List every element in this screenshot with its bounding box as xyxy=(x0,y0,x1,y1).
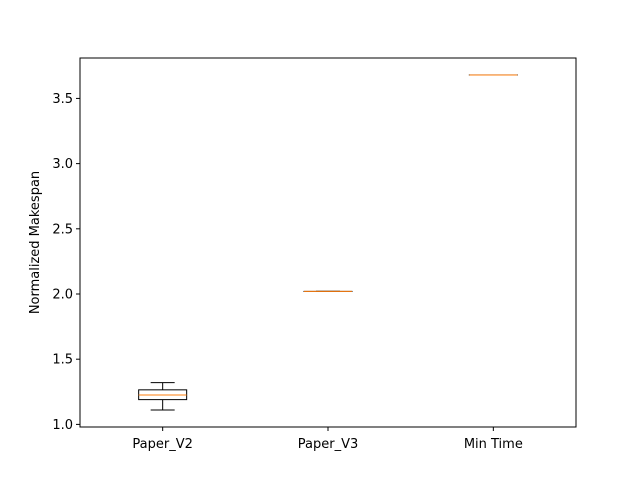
boxes-layer xyxy=(138,74,518,411)
x-tick-label: Paper_V3 xyxy=(298,437,358,452)
y-tick-label: 3.5 xyxy=(52,92,73,107)
x-tick-label: Min Time xyxy=(464,437,523,452)
y-tick-label: 1.0 xyxy=(52,418,73,433)
y-tick-label: 2.0 xyxy=(52,288,73,303)
y-axis-label: Normalized Makespan xyxy=(28,171,43,314)
box-paper-v2 xyxy=(138,382,188,411)
y-tick-label: 2.5 xyxy=(52,222,73,237)
y-axis: 1.0 1.5 2.0 2.5 3.0 3.5 xyxy=(52,92,80,433)
y-tick-label: 3.0 xyxy=(52,157,73,172)
x-tick-label: Paper_V2 xyxy=(132,437,192,452)
y-tick-label: 1.5 xyxy=(52,353,73,368)
x-axis: Paper_V2 Paper_V3 Min Time xyxy=(132,427,523,452)
